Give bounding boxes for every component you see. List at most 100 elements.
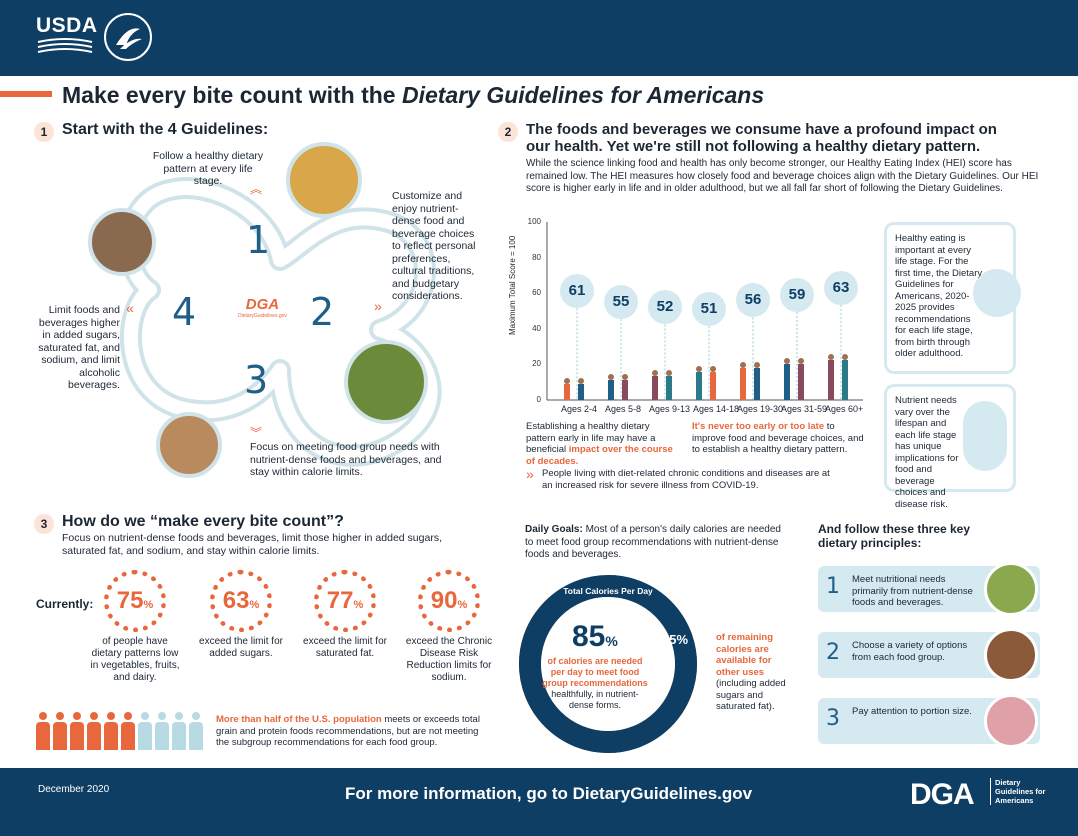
person-figure-icon (784, 358, 804, 400)
person-icon (172, 712, 186, 750)
chart-x-tick-label: Ages 19-30 (737, 404, 784, 414)
chart-point-label: 59 (780, 277, 814, 312)
covid-note: People living with diet-related chronic … (542, 468, 830, 491)
chart-point-label: 63 (824, 270, 858, 305)
person-figure-icon (564, 378, 584, 400)
section2-title-line1: The foods and beverages we consume have … (526, 121, 997, 138)
stat-unit: % (249, 599, 260, 611)
person-icon (189, 712, 203, 750)
donut-main-text-b: healthfully, in nutrient-dense forms. (551, 689, 639, 710)
stat-text: of people have dietary patterns low in v… (90, 636, 180, 683)
life-stage-box: Healthy eating is important at every lif… (884, 222, 1021, 374)
header-bar: USDA (0, 0, 1078, 76)
chart-x-tick-label: Ages 5-8 (605, 404, 642, 414)
population-note: More than half of the U.S. population me… (216, 714, 484, 749)
footer-link[interactable]: For more information, go to DietaryGuide… (345, 784, 753, 803)
stat-value: 63% (223, 587, 259, 615)
donut-main-arc (519, 575, 697, 753)
donut-main-text: of calories are needed per day to meet f… (540, 656, 650, 711)
stat-text: exceed the Chronic Disease Risk Reductio… (405, 636, 493, 683)
stat-text: exceed the limit for added sugars. (199, 636, 283, 659)
principle-1: 1 Meet nutritional needs primarily from … (818, 562, 1040, 616)
note-never-too-late-b: to improve food and beverage choices, an… (692, 421, 864, 455)
population-icons (36, 712, 211, 752)
principle-3-text: Pay attention to portion size. (852, 706, 972, 717)
skewers-photo (984, 628, 1038, 682)
donut-main-pct: 85% (572, 620, 618, 654)
page-title: Make every bite count with the Dietary G… (62, 82, 764, 109)
baby-illustration-icon (973, 269, 1021, 317)
stat-number: 90 (430, 587, 458, 614)
person-icon (138, 712, 152, 750)
daily-goals-label: Daily Goals: (525, 524, 583, 535)
section1-title: Start with the 4 Guidelines: (62, 121, 269, 138)
note-never-too-late-a: It's never too early or too late (692, 421, 825, 432)
nutrient-needs-box-text: Nutrient needs vary over the lifespan an… (895, 395, 959, 510)
chart-y-tick-0: 0 (536, 395, 541, 404)
stat-number: 75 (116, 587, 144, 614)
principle-3-number: 3 (826, 706, 840, 731)
couple-illustration-icon (963, 401, 1007, 471)
section3-title: How do we “make every bite count”? (62, 513, 344, 530)
daily-goals-body: Most of a person's daily calories are ne… (525, 524, 781, 560)
section1-badge: 1 (34, 122, 54, 142)
chart-x-tick-label: Ages 60+ (825, 404, 864, 414)
section3-intro: Focus on nutrient-dense foods and bevera… (62, 532, 442, 557)
salad-bowl-photo (984, 562, 1038, 616)
guideline-number-2: 2 (310, 290, 335, 334)
donut-main-text-a: of calories are needed per day to meet f… (542, 656, 648, 688)
stat-unit: % (457, 599, 468, 611)
page-title-prefix: Make every bite count with the (62, 82, 402, 108)
donut-title: Total Calories Per Day (563, 586, 653, 596)
calories-donut (519, 575, 697, 753)
stat-item: 77% exceed the limit for saturated fat. (300, 570, 390, 660)
principle-1-text: Meet nutritional needs primarily from nu… (852, 574, 973, 608)
chart-point-label: 51 (692, 292, 726, 327)
principle-2: 2 Choose a variety of options from each … (818, 628, 1040, 682)
chart-x-tick-label: Ages 14-18 (693, 404, 740, 414)
chevron-right-icon: » (526, 466, 534, 482)
chart-point-label: 61 (560, 274, 594, 309)
person-figure-icon (652, 370, 672, 400)
chart-y-tick-20: 20 (532, 359, 541, 369)
donut-rest-text-b: (including added sugars and saturated fa… (716, 678, 786, 712)
principle-2-text: Choose a variety of options from each fo… (852, 640, 968, 663)
stat-value: 77% (327, 587, 363, 615)
hhs-seal-icon (104, 13, 152, 61)
note-early-life-b: impact over the course of decades. (526, 444, 673, 467)
chart-x-tick-label: Ages 2-4 (561, 404, 598, 414)
guideline-number-4: 4 (172, 290, 197, 334)
guideline-1-text: Follow a healthy dietary pattern at ever… (152, 150, 264, 187)
stat-item: 63% exceed the limit for added sugars. (196, 570, 286, 660)
stat-item: 75% of people have dietary patterns low i… (90, 570, 180, 684)
donut-rest-text: of remaining calories are available for … (716, 632, 796, 713)
person-icon (155, 712, 169, 750)
donut-center (541, 597, 675, 731)
person-figure-icon (696, 366, 716, 400)
guideline-number-1: 1 (246, 218, 271, 262)
page-title-emph: Dietary Guidelines for Americans (401, 82, 765, 108)
person-icon (53, 712, 67, 750)
person-icon (87, 712, 101, 750)
fruit-cup-photo (984, 694, 1038, 748)
dotted-ring-icon: 77% (314, 570, 376, 632)
dga-center-logo-sub: DietaryGuidelines.gov (238, 313, 287, 319)
chart-x-tick-label: Ages 9-13 (649, 404, 691, 414)
chart-y-axis-label: Maximum Total Score = 100 (508, 235, 517, 335)
stat-number: 77 (326, 587, 354, 614)
principles-title: And follow these three key dietary princ… (818, 522, 971, 550)
salad-photo (344, 340, 428, 424)
chart-y-tick-80: 80 (532, 252, 541, 262)
usda-field-icon (37, 38, 93, 53)
guideline-4-text: Limit foods and beverages higher in adde… (38, 304, 120, 391)
donut-main-pct-value: 85 (572, 620, 606, 653)
chevron-left-icon: « (126, 300, 134, 316)
chart-point-label: 55 (604, 285, 638, 320)
stat-item: 90% exceed the Chronic Disease Risk Reduc… (404, 570, 494, 684)
section2-title-line2: our health. Yet we're still not followin… (526, 138, 981, 155)
grandfather-child-photo (156, 412, 222, 478)
dotted-ring-icon: 63% (210, 570, 272, 632)
stat-value: 75% (117, 587, 153, 615)
dga-center-logo: DGA DietaryGuidelines.gov (238, 296, 287, 319)
chevron-up-icon: ︽ (250, 182, 263, 196)
